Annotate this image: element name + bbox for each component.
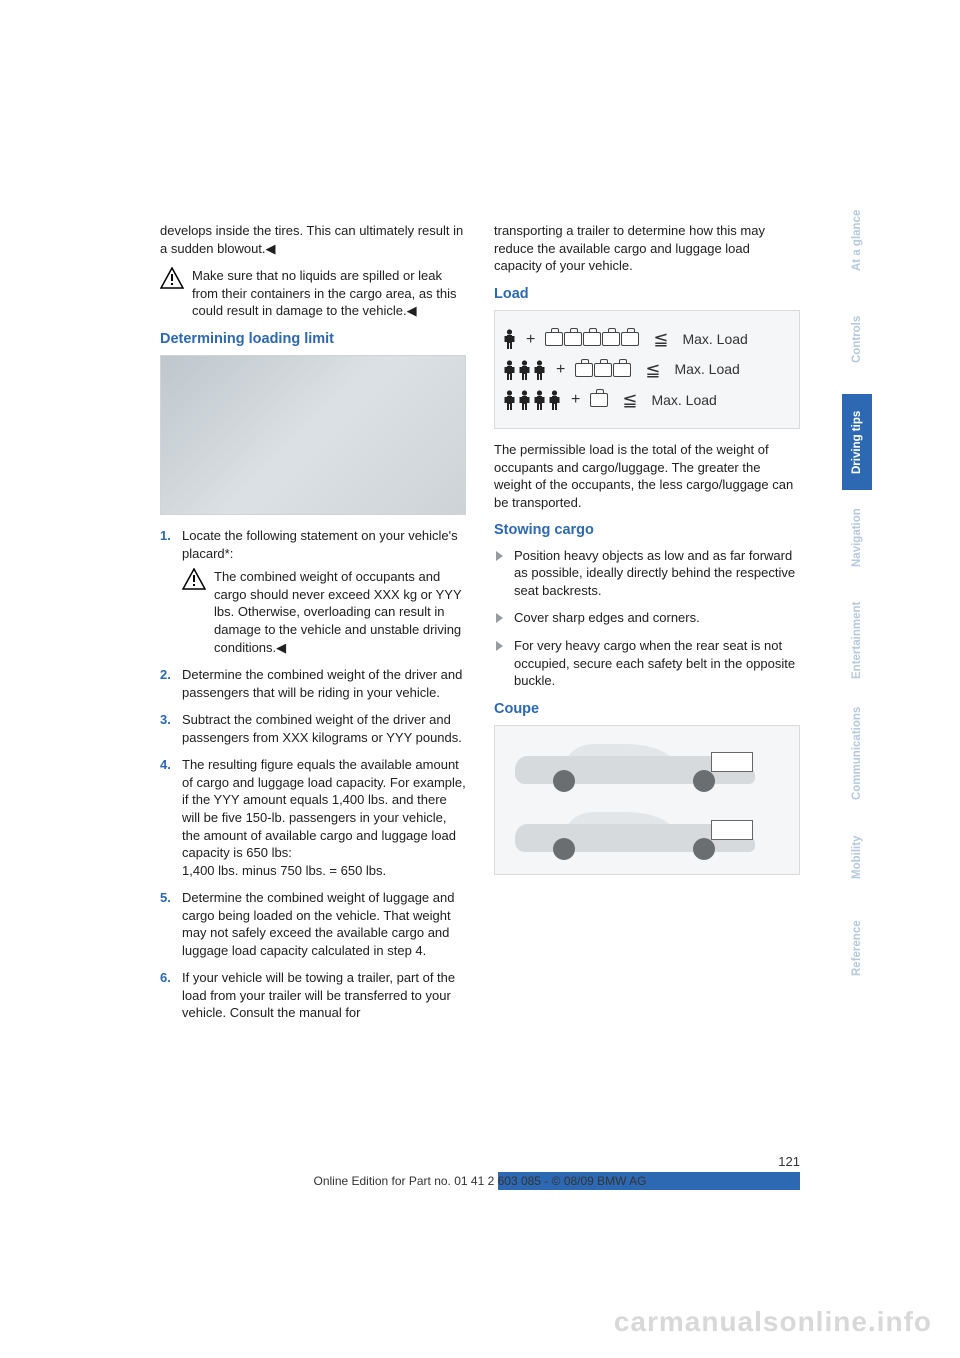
page-number: 121 — [160, 1154, 800, 1169]
person-icon — [518, 390, 531, 410]
section-tab[interactable]: Mobility — [842, 812, 872, 902]
figure-load-diagram: +≦Max. Load+≦Max. Load+≦Max. Load — [494, 310, 800, 429]
two-columns: develops inside the tires. This can ulti… — [160, 222, 800, 1032]
suitcase-icon — [613, 363, 631, 377]
heading-load: Load — [494, 285, 800, 305]
person-icon — [503, 360, 516, 380]
suitcase-icon — [602, 332, 620, 346]
stowing-list: Position heavy objects as low and as far… — [494, 547, 800, 690]
steps-list: 1. Locate the following statement on you… — [160, 527, 466, 1022]
figure-coupe — [494, 725, 800, 875]
list-item: For very heavy cargo when the rear seat … — [494, 637, 800, 690]
step-1-text: Locate the following statement on your v… — [182, 528, 458, 561]
load-row: + ≦ Max. Load — [503, 327, 791, 351]
people-icons — [503, 390, 561, 410]
list-item: Position heavy objects as low and as far… — [494, 547, 800, 600]
load-row: + ≦ Max. Load — [503, 388, 791, 412]
suitcase-icon — [575, 363, 593, 377]
plus-icon: + — [556, 359, 565, 381]
left-column: develops inside the tires. This can ulti… — [160, 222, 466, 1032]
less-equal-icon: ≦ — [641, 358, 664, 382]
suitcase-icons — [545, 332, 639, 346]
section-tab[interactable]: Reference — [842, 902, 872, 994]
step-1-caution-text: The combined weight of occupants and car… — [214, 568, 466, 656]
content-area: develops inside the tires. This can ulti… — [160, 222, 800, 1032]
less-equal-icon: ≦ — [618, 388, 641, 412]
step-number: 4. — [160, 756, 171, 774]
person-icon — [518, 360, 531, 380]
step-6-text: If your vehicle will be towing a trailer… — [182, 970, 455, 1020]
step-6: 6. If your vehicle will be towing a trai… — [160, 969, 466, 1022]
step-2: 2. Determine the combined weight of the … — [160, 666, 466, 701]
step-1: 1. Locate the following statement on you… — [160, 527, 466, 656]
warning-triangle-icon — [160, 267, 184, 289]
load-row: + ≦ Max. Load — [503, 358, 791, 382]
person-icon — [503, 390, 516, 410]
step-2-text: Determine the combined weight of the dri… — [182, 667, 462, 700]
step-number: 3. — [160, 711, 171, 729]
step-number: 1. — [160, 527, 171, 545]
step-5: 5. Determine the combined weight of lugg… — [160, 889, 466, 959]
max-load-label: Max. Load — [682, 330, 747, 349]
suitcase-icon — [583, 332, 601, 346]
suitcase-icon — [564, 332, 582, 346]
page: develops inside the tires. This can ulti… — [0, 0, 960, 1358]
section-tab[interactable]: Entertainment — [842, 586, 872, 694]
suitcase-icon — [621, 332, 639, 346]
people-icons — [503, 360, 546, 380]
suitcase-icons — [590, 393, 608, 407]
warning-triangle-icon — [182, 568, 206, 590]
section-tabs: At a glanceControlsDriving tipsNavigatio… — [842, 196, 872, 994]
right-intro: transporting a trailer to determine how … — [494, 222, 800, 275]
section-tab[interactable]: Controls — [842, 284, 872, 394]
step-number: 2. — [160, 666, 171, 684]
step-4-text: The resulting figure equals the availabl… — [182, 757, 466, 877]
coupe-illustration-top — [515, 738, 775, 796]
plus-icon: + — [526, 329, 535, 351]
suitcase-icons — [575, 363, 631, 377]
step-4: 4. The resulting figure equals the avail… — [160, 756, 466, 879]
watermark: carmanualsonline.info — [614, 1306, 932, 1338]
suitcase-icon — [594, 363, 612, 377]
coupe-illustration-bottom — [515, 806, 775, 864]
caution-block: Make sure that no liquids are spilled or… — [160, 267, 466, 320]
max-load-label: Max. Load — [674, 360, 739, 379]
people-icons — [503, 329, 516, 349]
section-tab[interactable]: Navigation — [842, 490, 872, 586]
intro-paragraph: develops inside the tires. This can ulti… — [160, 222, 466, 257]
load-description: The permissible load is the total of the… — [494, 441, 800, 511]
caution-text: Make sure that no liquids are spilled or… — [192, 267, 466, 320]
suitcase-icon — [590, 393, 608, 407]
person-icon — [503, 329, 516, 349]
step-number: 5. — [160, 889, 171, 907]
less-equal-icon: ≦ — [649, 327, 672, 351]
step-3: 3. Subtract the combined weight of the d… — [160, 711, 466, 746]
figure-door-placard — [160, 355, 466, 515]
section-tab[interactable]: Driving tips — [842, 394, 872, 490]
heading-coupe: Coupe — [494, 700, 800, 720]
step-5-text: Determine the combined weight of luggage… — [182, 890, 454, 958]
section-tab[interactable]: At a glance — [842, 196, 872, 284]
step-number: 6. — [160, 969, 171, 987]
plus-icon: + — [571, 389, 580, 411]
right-column: transporting a trailer to determine how … — [494, 222, 800, 1032]
max-load-label: Max. Load — [651, 391, 716, 410]
list-item: Cover sharp edges and corners. — [494, 609, 800, 627]
section-tab[interactable]: Communications — [842, 694, 872, 812]
heading-determining-loading-limit: Determining loading limit — [160, 330, 466, 350]
person-icon — [533, 390, 546, 410]
suitcase-icon — [545, 332, 563, 346]
heading-stowing-cargo: Stowing cargo — [494, 521, 800, 541]
person-icon — [533, 360, 546, 380]
step-3-text: Subtract the combined weight of the driv… — [182, 712, 462, 745]
person-icon — [548, 390, 561, 410]
step-1-caution: The combined weight of occupants and car… — [182, 568, 466, 656]
footer-line: Online Edition for Part no. 01 41 2 603 … — [160, 1174, 800, 1188]
